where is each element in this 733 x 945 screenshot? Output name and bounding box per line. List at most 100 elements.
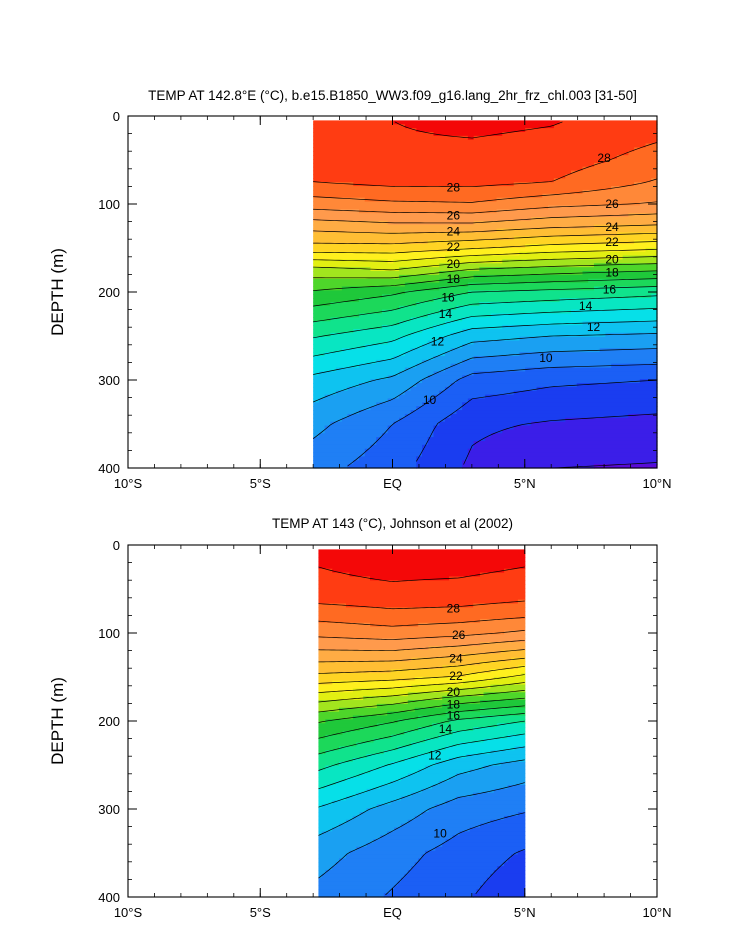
contour-cell [318, 611, 526, 616]
contour-cell [313, 267, 372, 272]
contour-cell [425, 850, 519, 856]
contour-line-7 [553, 462, 658, 469]
contour-cell [490, 873, 526, 879]
contour-cell [416, 406, 463, 411]
contour-cell [435, 761, 502, 767]
contour-cell [313, 406, 372, 411]
contour-cell [393, 120, 561, 125]
contour-cell [345, 819, 409, 825]
contour-cell [318, 603, 347, 608]
contour-cell [400, 777, 450, 782]
contour-cell [318, 781, 337, 786]
contour-cell [318, 688, 354, 693]
contour-cell [313, 186, 612, 191]
contour-cell [404, 413, 452, 419]
contour-cell [450, 348, 601, 353]
contour-cell [525, 128, 658, 133]
contour-cell [313, 363, 360, 369]
contour-cell [359, 383, 417, 388]
contour-cell [313, 174, 566, 179]
contour-cell [359, 773, 409, 778]
contour-cell [490, 669, 526, 674]
contour-label-28: 28 [447, 180, 461, 194]
contour-cell [517, 599, 526, 605]
contour-cell [399, 274, 475, 280]
contour-cell [313, 313, 360, 318]
contour-cell [318, 696, 364, 701]
contour-line-22 [318, 666, 525, 684]
contour-cell [469, 827, 526, 832]
contour-cell [502, 429, 658, 434]
contour-cell [318, 622, 371, 628]
contour-cell [411, 657, 512, 662]
contour-cell [433, 394, 486, 400]
contour-cell [449, 688, 526, 693]
contour-label-24: 24 [605, 220, 619, 234]
contour-cell [318, 823, 340, 829]
contour-cell [318, 572, 350, 578]
contour-cell [452, 634, 526, 639]
contour-cell [469, 769, 526, 775]
contour-cell [410, 386, 446, 392]
contour-cell [634, 147, 658, 152]
contour-cell [476, 889, 526, 894]
contour-cell [404, 367, 446, 373]
contour-cell [519, 251, 658, 257]
contour-cell [318, 792, 357, 798]
contour-cell [313, 352, 326, 357]
contour-cell [500, 649, 526, 655]
contour-line-28 [318, 600, 525, 610]
contour-label-18: 18 [447, 272, 461, 286]
contour-cell [366, 808, 430, 813]
contour-cell [593, 286, 658, 291]
contour-cell [339, 823, 402, 829]
contour-cell [313, 383, 360, 388]
contour-cell [400, 796, 457, 802]
contour-cell [370, 379, 423, 384]
contour-cell [313, 421, 331, 427]
contour-cell [442, 696, 526, 701]
contour-cell [318, 858, 340, 863]
contour-cell [376, 723, 433, 728]
contour-cell [339, 761, 392, 767]
contour-cell [318, 812, 361, 817]
contour-fill [313, 120, 658, 469]
contour-cell [336, 390, 406, 396]
contour-cell [418, 754, 467, 759]
contour-cell [318, 773, 361, 778]
contour-cell [407, 692, 485, 697]
contour-line-21 [318, 674, 525, 693]
contour-cell [318, 730, 344, 736]
contour-cell [399, 305, 458, 311]
contour-cell [553, 124, 658, 129]
contour-cell [376, 402, 423, 407]
contour-cell [450, 294, 652, 299]
contour-cell [332, 866, 412, 871]
contour-cell [519, 336, 658, 342]
contour-cell [473, 603, 526, 608]
contour-cell [359, 410, 412, 415]
contour-line-9 [475, 849, 525, 894]
contour-cell [318, 889, 392, 894]
contour-cell [313, 128, 417, 133]
contour-cell [313, 139, 658, 145]
contour-cell [422, 452, 469, 458]
contour-cell [381, 294, 452, 299]
contour-cell [416, 464, 463, 469]
contour-cell [318, 649, 502, 655]
contour-cell [313, 178, 555, 183]
contour-cell [324, 425, 389, 430]
contour-cell [480, 661, 526, 666]
contour-line-17 [313, 278, 658, 307]
contour-cell [462, 402, 658, 407]
contour-label-22: 22 [447, 240, 461, 254]
contour-cell [485, 437, 658, 442]
contour-cell [325, 734, 392, 740]
contour-cell [422, 328, 463, 334]
contour-cell [466, 754, 526, 759]
contour-fill [318, 549, 526, 898]
contour-cell [325, 785, 381, 790]
contour-cell [456, 379, 641, 384]
contour-cell [416, 301, 480, 307]
contour-cell [313, 259, 389, 264]
